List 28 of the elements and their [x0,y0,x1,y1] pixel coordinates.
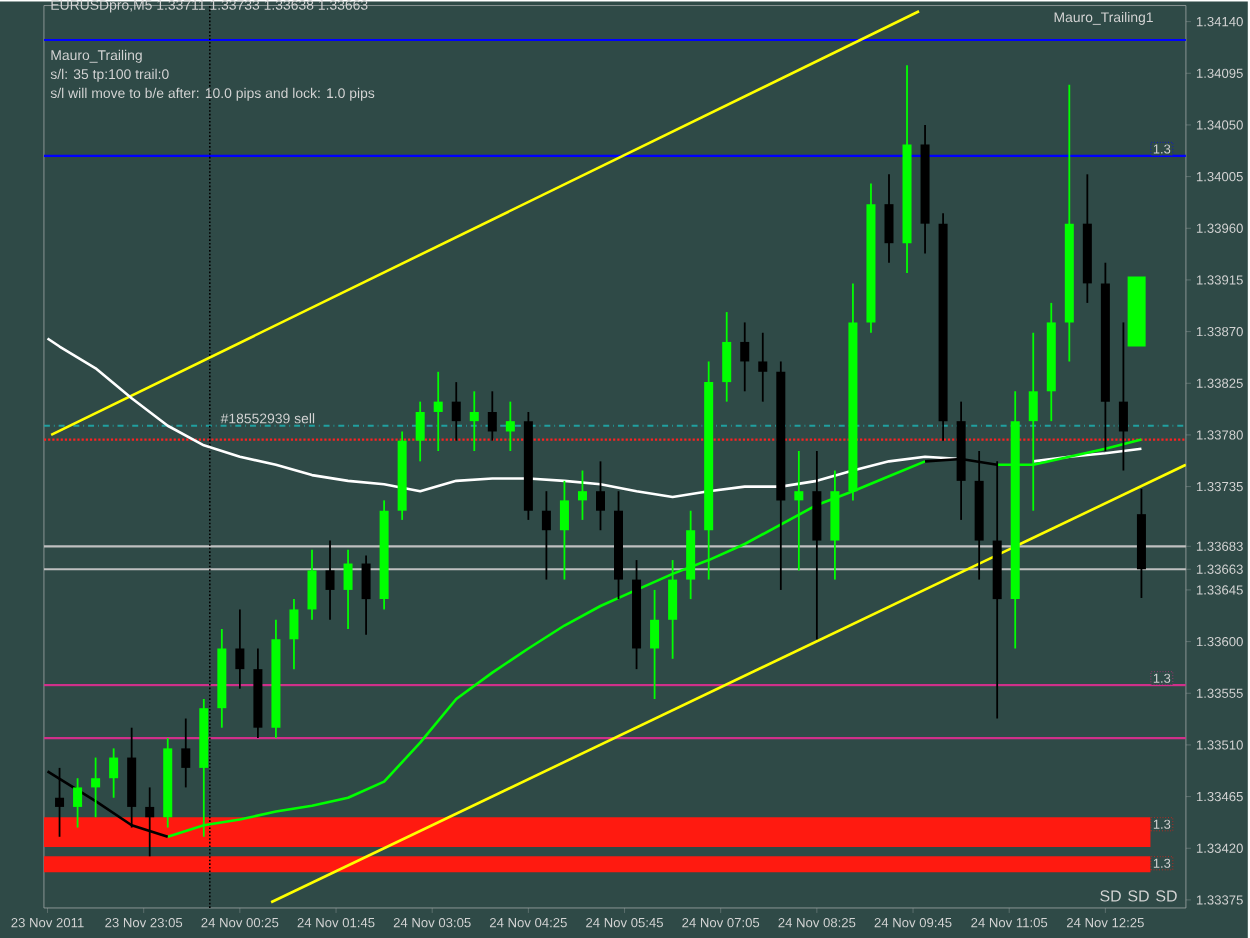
candlestick [361,554,371,636]
candlestick [758,331,768,403]
candlestick [577,469,587,521]
candlestick [487,390,497,442]
candlestick [73,777,83,829]
candlestick [650,589,660,700]
candlestick [541,490,551,581]
candlestick [415,400,425,463]
candlestick [469,390,479,452]
candlestick [559,479,569,581]
candlestick [794,450,804,572]
candlestick [505,400,515,452]
candlestick [181,717,191,789]
candlestick [722,311,732,403]
candlestick [325,539,335,621]
candlestick [343,548,353,630]
candlestick [307,548,317,621]
candlestick [740,321,750,393]
candlestick [289,598,299,671]
candlestick [433,370,443,452]
candlestick [1118,321,1128,472]
candlestick [235,608,245,690]
candlestick [668,559,678,660]
candlestick [109,747,119,799]
candlestick [451,381,461,442]
candlestick [595,460,605,532]
candlestick [91,756,101,819]
candlestick [884,173,894,264]
